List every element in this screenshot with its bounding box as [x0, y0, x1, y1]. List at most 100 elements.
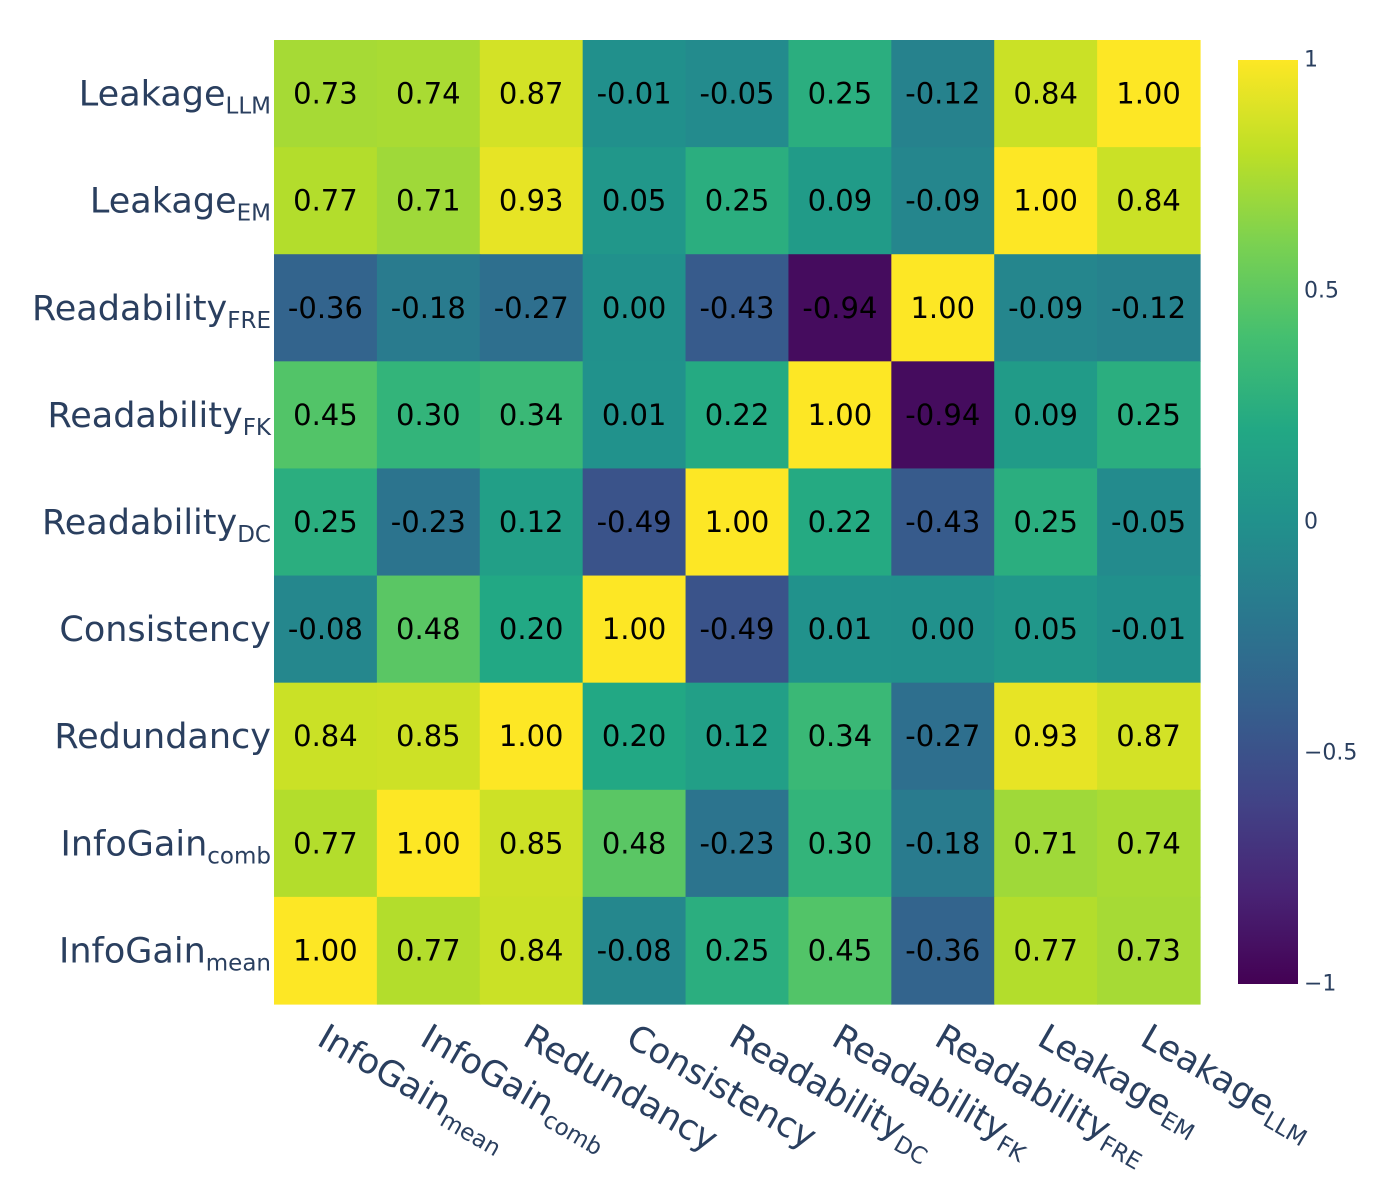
heatmap-cell [376, 468, 481, 577]
heatmap-cell [582, 254, 687, 362]
heatmap-cell-value: 0.12 [705, 719, 770, 753]
colorbar-tick-label: −0.5 [1304, 741, 1357, 766]
heatmap-cell [376, 40, 481, 148]
heatmap-cell [479, 789, 584, 898]
heatmap-cell-value: 0.84 [499, 933, 564, 967]
heatmap-cell-value: -0.27 [905, 719, 980, 753]
heatmap-cell-value: -0.08 [597, 933, 672, 967]
axis-label-base: Readability [42, 503, 237, 543]
heatmap-cell-value: 0.30 [396, 398, 461, 432]
axis-label-base: Leakage [90, 182, 237, 222]
heatmap-cell [274, 575, 378, 684]
heatmap-cell-value: -0.23 [391, 505, 466, 539]
heatmap-cell [788, 789, 892, 898]
axis-label-subscript: mean [436, 1107, 505, 1162]
heatmap-cell [479, 254, 584, 362]
heatmap-cell [274, 468, 378, 577]
axis-label-base: Readability [32, 289, 227, 329]
heatmap-cell [788, 575, 892, 684]
heatmap-cell-value: -0.43 [905, 505, 980, 539]
heatmap-cell [582, 575, 687, 684]
colorbar-tick-label: 1 [1304, 48, 1318, 73]
heatmap-cell [376, 575, 481, 684]
heatmap-cell-value: 0.93 [499, 184, 564, 218]
heatmap-cell-value: 0.48 [396, 612, 461, 646]
heatmap-cell-value: -0.94 [905, 398, 980, 432]
heatmap-cell-value: 0.25 [1013, 505, 1078, 539]
heatmap-cell [788, 682, 892, 791]
x-axis-labels: InfoGainmeanInfoGaincombRedundancyConsis… [311, 1017, 1311, 1175]
heatmap-cell-value: 1.00 [293, 933, 358, 967]
heatmap-cell [891, 896, 995, 1005]
heatmap-cell [685, 147, 790, 255]
heatmap-cell-value: 0.77 [293, 826, 358, 860]
y-axis-label: ReadabilityDC [42, 503, 271, 548]
heatmap-cell [479, 40, 584, 148]
heatmap-cell [479, 682, 584, 791]
colorbar-tick-label: 0 [1304, 510, 1318, 535]
heatmap-cell-value: 0.00 [910, 612, 975, 646]
heatmap-cell-value: 0.00 [602, 291, 667, 325]
heatmap-cell [685, 682, 790, 791]
heatmap-cell [582, 896, 687, 1005]
colorbar: 1 0.5 0 −0.5 −1 [1238, 48, 1357, 997]
heatmap-cell [891, 40, 995, 148]
heatmap-cell [685, 40, 790, 148]
heatmap-cell-value: 0.87 [499, 77, 564, 111]
y-axis-label: Consistency [59, 610, 271, 650]
y-axis-labels: LeakageLLMLeakageEMReadabilityFREReadabi… [32, 75, 272, 977]
heatmap-cell-value: 0.74 [396, 77, 461, 111]
axis-label-subscript: comb [207, 843, 271, 869]
heatmap-cell [376, 896, 481, 1005]
heatmap-cell-value: 0.71 [1013, 826, 1078, 860]
heatmap-cell-value: 0.74 [1116, 826, 1181, 860]
heatmap-cell-value: 0.25 [705, 933, 770, 967]
heatmap-cell-value: 0.73 [293, 77, 358, 111]
heatmap-cell-value: 0.71 [396, 184, 461, 218]
axis-label-subscript: EM [237, 201, 271, 227]
heatmap-cell [479, 361, 584, 470]
heatmap-cell [1097, 147, 1201, 255]
heatmap-cell-value: 0.22 [808, 505, 873, 539]
heatmap-cell-value: 0.84 [293, 719, 358, 753]
axis-label-subscript: FRE [227, 308, 271, 334]
heatmap-cell [891, 789, 995, 898]
heatmap-cell-value: 0.25 [808, 77, 873, 111]
heatmap-cell-value: 0.84 [1013, 77, 1078, 111]
heatmap-cell-value: 0.05 [1013, 612, 1078, 646]
heatmap-cell [274, 682, 378, 791]
heatmap-cell [685, 575, 790, 684]
heatmap-cell-value: -0.18 [391, 291, 466, 325]
heatmap-cell [274, 789, 378, 898]
colorbar-tick-label: 0.5 [1304, 279, 1339, 304]
heatmap-cell-value: 1.00 [602, 612, 667, 646]
y-axis-label: LeakageLLM [79, 75, 271, 120]
heatmap-cell [891, 361, 995, 470]
heatmap-cell [479, 575, 584, 684]
heatmap-cell-value: 0.48 [602, 826, 667, 860]
axis-label-base: Leakage [79, 75, 226, 115]
heatmap-cell [1097, 468, 1201, 577]
heatmap-cell [994, 789, 1098, 898]
heatmap-cell [685, 361, 790, 470]
heatmap-cell-value: -0.09 [1008, 291, 1083, 325]
heatmap-cell [891, 468, 995, 577]
heatmap-cell [479, 147, 584, 255]
heatmap-cell [891, 575, 995, 684]
heatmap-cell-value: -0.36 [288, 291, 363, 325]
heatmap-cell-value: 0.34 [499, 398, 564, 432]
axis-label-base: Consistency [59, 610, 271, 650]
heatmap-cell [994, 40, 1098, 148]
heatmap-cell-value: 0.77 [293, 184, 358, 218]
heatmap-cell [685, 789, 790, 898]
y-axis-label: LeakageEM [90, 182, 271, 227]
heatmap-cell [1097, 896, 1201, 1005]
heatmap-cell [376, 361, 481, 470]
heatmap-cell [582, 40, 687, 148]
heatmap-cell-value: 1.00 [1013, 184, 1078, 218]
heatmap-cell-value: 0.73 [1116, 933, 1181, 967]
heatmap-cell [274, 147, 378, 255]
heatmap-cell [274, 40, 378, 148]
heatmap-cell-value: 0.30 [808, 826, 873, 860]
y-axis-label: Redundancy [54, 717, 271, 757]
